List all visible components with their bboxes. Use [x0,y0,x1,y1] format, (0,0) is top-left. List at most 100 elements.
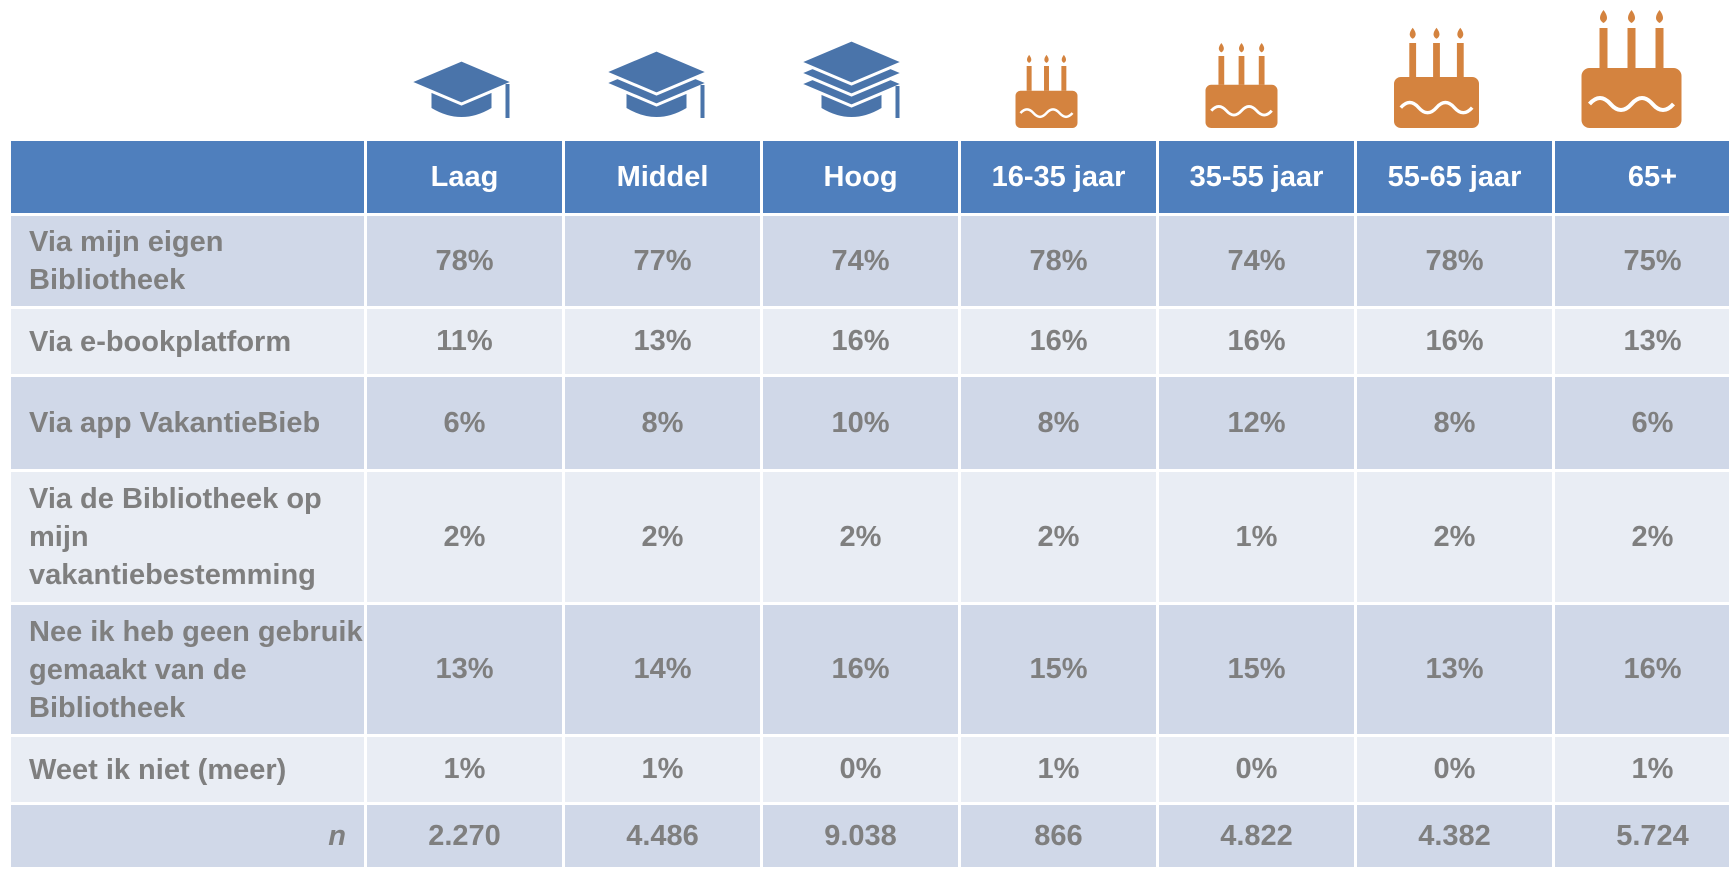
column-header: 16-35 jaar [961,141,1156,213]
cell: 9.038 [763,805,958,867]
cake-body [1581,68,1682,128]
cake-wave [1399,100,1474,115]
cell: 78% [367,216,562,306]
candle [1258,56,1265,85]
row: Weet ik niet (meer) 1% 1% 0% 1% 0% 0% 1% [11,737,1729,802]
cell: 8% [565,377,760,469]
cap-icon [600,48,713,118]
row: Via mijn eigen Bibliotheek 78% 77% 74% 78% 74… [11,216,1729,306]
flame [1259,43,1265,53]
cell: 75% [1555,216,1729,306]
table: Laag Middel Hoog 16-35 jaar 35-55 jaar 55-65 … [8,138,1729,870]
cell: 2% [1357,472,1552,602]
cell: 2% [565,472,760,602]
cake-icon [1581,10,1682,128]
candle [1061,66,1067,91]
cell: 0% [1159,737,1354,802]
flame [1656,10,1663,23]
cell: 2% [961,472,1156,602]
cap-layer [600,48,713,96]
cake-wave [1019,108,1074,119]
cell: 13% [367,605,562,734]
column-header: 55-65 jaar [1357,141,1552,213]
cell: 4.382 [1357,805,1552,867]
cell: 4.822 [1159,805,1354,867]
cell: 15% [961,605,1156,734]
cell: 16% [763,309,958,374]
cake-body [1394,77,1479,128]
cell: 15% [1159,605,1354,734]
cell: 6% [367,377,562,469]
candle [1044,66,1049,91]
cell: 1% [961,737,1156,802]
cell: 74% [1159,216,1354,306]
cell: 11% [367,309,562,374]
cell: 5.724 [1555,805,1729,867]
candle [1456,42,1464,77]
cell: 1% [367,737,562,802]
flame [1238,43,1245,53]
cell: 2% [1555,472,1729,602]
row-label: Via mijn eigen Bibliotheek [11,216,364,306]
cap-icon [795,38,908,118]
row: n 2.270 4.486 9.038 866 4.822 4.382 5.724 [11,805,1729,867]
flame [1218,43,1224,53]
cell: 2.270 [367,805,562,867]
column-header: Laag [367,141,562,213]
candle [1026,66,1032,91]
row: Via app VakantieBieb 6% 8% 10% 8% 12% 8% 6% [11,377,1729,469]
row-label: Via app VakantieBieb [11,377,364,469]
row-label: Weet ik niet (meer) [11,737,364,802]
cake-icon [1205,43,1278,128]
candle [1655,28,1664,68]
cap-layer [405,58,518,106]
cell: 6% [1555,377,1729,469]
flame [1457,27,1464,39]
row: Nee ik heb geen gebruik gemaakt van de B… [11,605,1729,734]
flame [1409,27,1416,39]
flame [1600,10,1607,23]
flame [1628,10,1635,23]
column-header: Middel [565,141,760,213]
row: Via de Bibliotheek op mijn vakantiebeste… [11,472,1729,602]
cake-wave [1210,104,1273,117]
cell: 16% [1159,309,1354,374]
cake-body [1205,84,1278,128]
cell: 74% [763,216,958,306]
column-header: 35-55 jaar [1159,141,1354,213]
cell: 16% [1357,309,1552,374]
cell: 13% [1555,309,1729,374]
cell: 78% [961,216,1156,306]
candle [1218,56,1225,85]
cell: 1% [1555,737,1729,802]
cake-icon [1015,54,1078,128]
cell: 16% [763,605,958,734]
candle [1627,28,1636,68]
cap-icon [405,58,518,118]
candle [1599,28,1608,68]
column-header: Hoog [763,141,958,213]
row-label: n [11,805,364,867]
flame [1026,54,1032,63]
cake-body [1015,90,1078,128]
cell: 16% [1555,605,1729,734]
cell: 13% [565,309,760,374]
row: Via e-bookplatform 11% 13% 16% 16% 16% 16% 13% [11,309,1729,374]
cell: 13% [1357,605,1552,734]
candle [1238,56,1245,85]
cell: 866 [961,805,1156,867]
flame [1044,54,1049,63]
cell: 16% [961,309,1156,374]
cell: 8% [961,377,1156,469]
cake-icon [1394,27,1479,128]
cell: 12% [1159,377,1354,469]
row-label: Via de Bibliotheek op mijn vakantiebeste… [11,472,364,602]
cell: 4.486 [565,805,760,867]
cell: 78% [1357,216,1552,306]
header-empty [11,141,364,213]
icons [405,10,1682,128]
cell: 10% [763,377,958,469]
header-row: Laag Middel Hoog 16-35 jaar 35-55 jaar 55-65 … [11,141,1729,213]
cell: 1% [1159,472,1354,602]
